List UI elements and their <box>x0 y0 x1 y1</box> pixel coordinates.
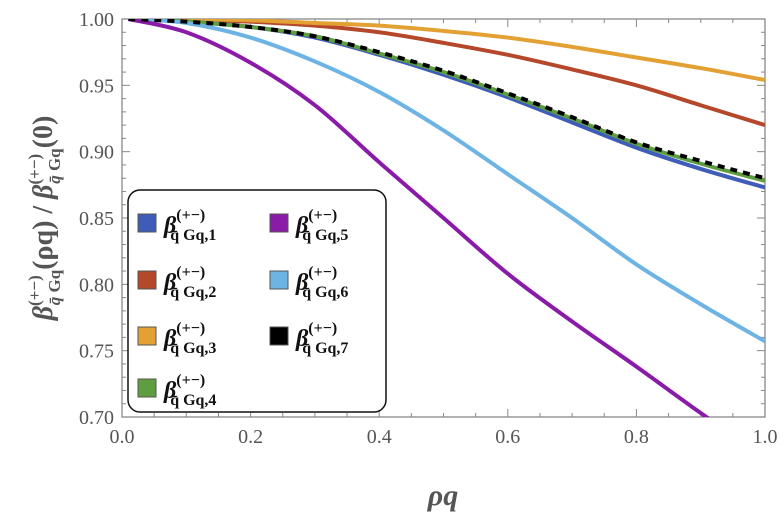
x-tick-label: 0.2 <box>238 426 263 448</box>
y-title-arg: (ρq) / <box>28 199 59 270</box>
series-line-7 <box>128 19 765 181</box>
legend-label: β(+−) q̄ Gq,6 <box>295 264 348 301</box>
legend-sub: q̄ Gq,2 <box>170 284 216 301</box>
y-title-subrest-2: Gq <box>45 148 64 175</box>
x-tick-label: 0.0 <box>110 426 135 448</box>
legend-sub: q̄ Gq,3 <box>170 340 216 357</box>
legend-beta: β <box>163 326 177 352</box>
legend-sub: q̄ Gq,5 <box>302 227 348 244</box>
legend-swatch <box>137 213 157 233</box>
y-tick-label: 0.75 <box>79 341 114 363</box>
y-title-sup-2: (+−) <box>25 154 44 185</box>
legend-item: β(+−) q̄ Gq,6 <box>269 264 348 301</box>
y-title-subq-2: q̄ <box>45 175 64 184</box>
legend-sub: q̄ Gq,1 <box>170 227 216 244</box>
legend-sub: q̄ Gq,7 <box>302 340 348 357</box>
y-tick-label: 0.90 <box>79 142 114 164</box>
legend-beta: β <box>163 378 177 404</box>
legend-beta: β <box>295 326 309 352</box>
x-tick-label: 0.4 <box>367 426 392 448</box>
y-title-subrest-1: Gq <box>45 269 64 296</box>
legend-sup: (+−) <box>308 264 337 281</box>
legend-sub: q̄ Gq,6 <box>302 284 348 301</box>
legend-box <box>127 189 387 413</box>
legend-label: β(+−) q̄ Gq,3 <box>163 320 216 357</box>
legend-swatch <box>137 326 157 346</box>
x-tick-label: 0.6 <box>495 426 520 448</box>
legend-beta: β <box>295 213 309 239</box>
legend-item: β(+−) q̄ Gq,4 <box>137 372 216 409</box>
series-line-5 <box>127 19 710 417</box>
legend-sub: q̄ Gq,4 <box>170 392 216 409</box>
legend-beta: β <box>163 213 177 239</box>
y-tick-label: 1.00 <box>79 9 114 31</box>
y-title-beta-2: β <box>28 184 59 200</box>
legend-swatch <box>137 378 157 398</box>
series-line-6 <box>128 19 765 344</box>
legend-item: β(+−) q̄ Gq,2 <box>137 264 216 301</box>
legend-sup: (+−) <box>176 207 205 224</box>
legend-sup: (+−) <box>176 372 205 389</box>
series-layer <box>127 19 765 417</box>
legend-sup: (+−) <box>176 264 205 281</box>
legend-item: β(+−) q̄ Gq,5 <box>269 207 348 244</box>
legend-beta: β <box>295 270 309 296</box>
x-tick-label: 1.0 <box>753 426 778 448</box>
legend-label: β(+−) q̄ Gq,4 <box>163 372 216 409</box>
y-tick-label: 0.80 <box>79 274 114 296</box>
legend: β(+−) q̄ Gq,1 β(+−) q̄ Gq,5β(+−) q̄ Gq,2 β(+−… <box>127 189 387 413</box>
legend-item: β(+−) q̄ Gq,3 <box>137 320 216 357</box>
legend-beta: β <box>163 270 177 296</box>
y-title-sup-1: (+−) <box>25 275 44 306</box>
legend-item: β(+−) q̄ Gq,7 <box>269 320 348 357</box>
legend-sup: (+−) <box>176 320 205 337</box>
legend-item: β(+−) q̄ Gq,1 <box>137 207 216 244</box>
legend-swatch <box>269 213 289 233</box>
y-title-beta-1: β <box>28 305 59 321</box>
y-tick-label: 0.85 <box>79 208 114 230</box>
y-tick-label: 0.70 <box>79 407 114 429</box>
y-tick-label: 0.95 <box>79 75 114 97</box>
legend-label: β(+−) q̄ Gq,5 <box>295 207 348 244</box>
y-title-subq-1: q̄ <box>45 296 64 305</box>
x-tick-label: 0.8 <box>624 426 649 448</box>
legend-label: β(+−) q̄ Gq,2 <box>163 264 216 301</box>
legend-sup: (+−) <box>308 207 337 224</box>
legend-swatch <box>269 270 289 290</box>
y-axis: 0.70 0.75 0.80 0.85 0.90 0.95 1.00 <box>79 9 765 429</box>
series-line-3 <box>128 19 765 82</box>
legend-label: β(+−) q̄ Gq,7 <box>295 320 348 357</box>
y-title-arg-end: (0) <box>28 116 59 149</box>
legend-label: β(+−) q̄ Gq,1 <box>163 207 216 244</box>
legend-swatch <box>269 326 289 346</box>
legend-sup: (+−) <box>308 320 337 337</box>
legend-swatch <box>137 270 157 290</box>
svg-text:β(+−)q̄ Gq(ρq) / β(+−)q̄ Gq(0): β(+−)q̄ Gq(ρq) / β(+−)q̄ Gq(0) <box>25 116 64 322</box>
y-axis-title: β(+−)q̄ Gq(ρq) / β(+−)q̄ Gq(0) <box>25 116 64 322</box>
x-axis-title: ρq <box>427 479 458 512</box>
